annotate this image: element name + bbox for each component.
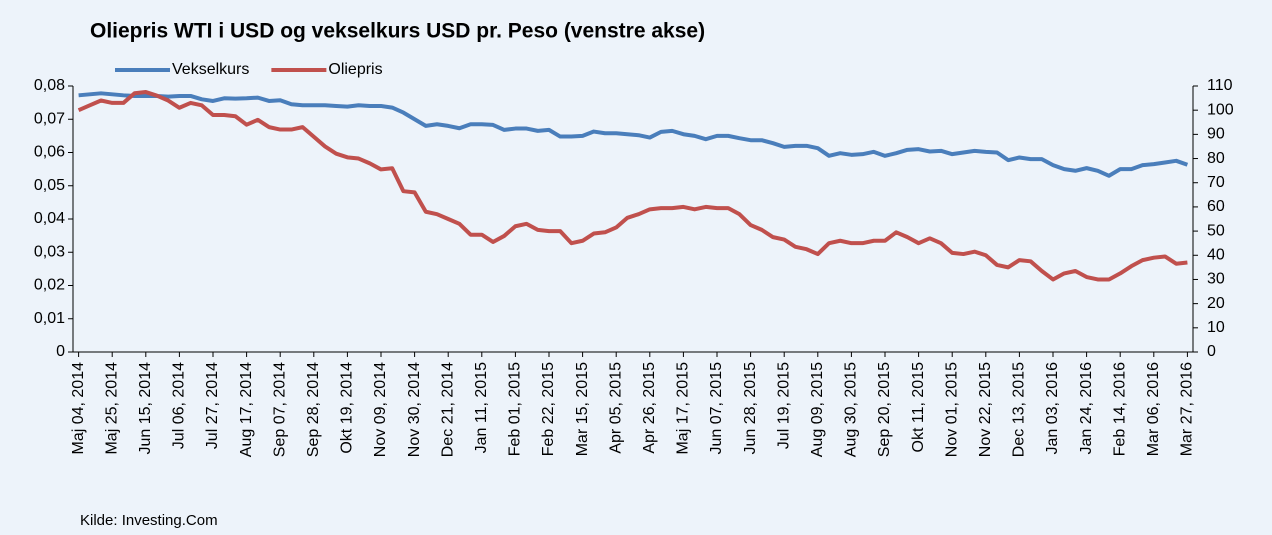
x-tick-label: Aug 30, 2015: [843, 362, 860, 457]
y2-tick-label: 110: [1207, 77, 1233, 94]
y-tick-label: 0,05: [34, 177, 65, 194]
y-tick-label: 0,03: [34, 243, 65, 260]
x-tick-label: Feb 01, 2015: [507, 362, 524, 456]
x-tick-label: Sep 28, 2014: [305, 362, 322, 457]
y2-tick-label: 80: [1207, 150, 1225, 167]
y2-tick-label: 70: [1207, 174, 1225, 191]
y2-tick-label: 10: [1207, 319, 1225, 336]
x-tick-label: Jun 07, 2015: [708, 362, 725, 455]
x-tick-label: Apr 05, 2015: [607, 362, 624, 454]
y-tick-label: 0,04: [34, 210, 65, 227]
y2-tick-label: 50: [1207, 222, 1225, 239]
y2-tick-label: 30: [1207, 271, 1225, 288]
x-tick-label: Nov 01, 2015: [943, 362, 960, 457]
x-tick-label: Nov 22, 2015: [977, 362, 994, 457]
line-series: [78, 91, 1189, 178]
x-tick-label: Okt 11, 2015: [910, 362, 927, 453]
x-tick-label: Sep 20, 2015: [876, 362, 893, 457]
x-tick-label: Sep 07, 2014: [271, 362, 288, 457]
y-tick-label: 0,01: [34, 310, 65, 327]
x-tick-label: Mar 27, 2016: [1179, 362, 1196, 456]
legend-label: Oliepris: [328, 61, 382, 78]
x-tick-label: Maj 04, 2014: [70, 362, 87, 455]
x-tick-label: Jul 19, 2015: [775, 362, 792, 449]
y2-tick-label: 0: [1207, 343, 1216, 360]
y-tick-label: 0,02: [34, 277, 65, 294]
x-tick-label: Jun 28, 2015: [742, 362, 759, 455]
x-tick-label: Maj 17, 2015: [675, 362, 692, 455]
x-tick-label: Nov 09, 2014: [372, 362, 389, 457]
x-tick-label: Jan 03, 2016: [1044, 362, 1061, 455]
x-tick-label: Dec 13, 2015: [1011, 362, 1028, 457]
x-tick-label: Jul 27, 2014: [204, 362, 221, 449]
chart-title: Oliepris WTI i USD og vekselkurs USD pr.…: [90, 20, 705, 43]
x-tick-label: Aug 09, 2015: [809, 362, 826, 457]
x-tick-label: Maj 25, 2014: [103, 362, 120, 455]
legend-label: Vekselkurs: [172, 61, 249, 78]
x-tick-label: Jul 06, 2014: [171, 362, 188, 449]
line-series: [77, 90, 1188, 282]
y2-tick-label: 100: [1207, 101, 1234, 118]
y2-tick-label: 40: [1207, 246, 1225, 263]
x-tick-label: Okt 19, 2014: [339, 362, 356, 454]
x-tick-label: Feb 22, 2015: [540, 362, 557, 456]
y-tick-label: 0,07: [34, 110, 65, 127]
x-tick-label: Mar 15, 2015: [574, 362, 591, 456]
x-tick-label: Jun 15, 2014: [137, 362, 154, 455]
x-tick-label: Apr 26, 2015: [641, 362, 658, 454]
x-tick-label: Aug 17, 2014: [238, 362, 255, 457]
y2-tick-label: 90: [1207, 126, 1225, 143]
source-note: Kilde: Investing.Com: [80, 512, 218, 529]
x-tick-label: Mar 06, 2016: [1145, 362, 1162, 456]
x-tick-label: Nov 30, 2014: [406, 362, 423, 457]
x-tick-label: Feb 14, 2016: [1111, 362, 1128, 456]
y-tick-label: 0,06: [34, 144, 65, 161]
y2-tick-label: 60: [1207, 198, 1225, 215]
y-tick-label: 0: [56, 343, 65, 360]
y2-tick-label: 20: [1207, 295, 1225, 312]
x-tick-label: Jan 11, 2015: [473, 362, 490, 453]
x-tick-label: Dec 21, 2014: [439, 362, 456, 457]
y-tick-label: 0,08: [34, 77, 65, 94]
x-tick-label: Jan 24, 2016: [1078, 362, 1095, 455]
